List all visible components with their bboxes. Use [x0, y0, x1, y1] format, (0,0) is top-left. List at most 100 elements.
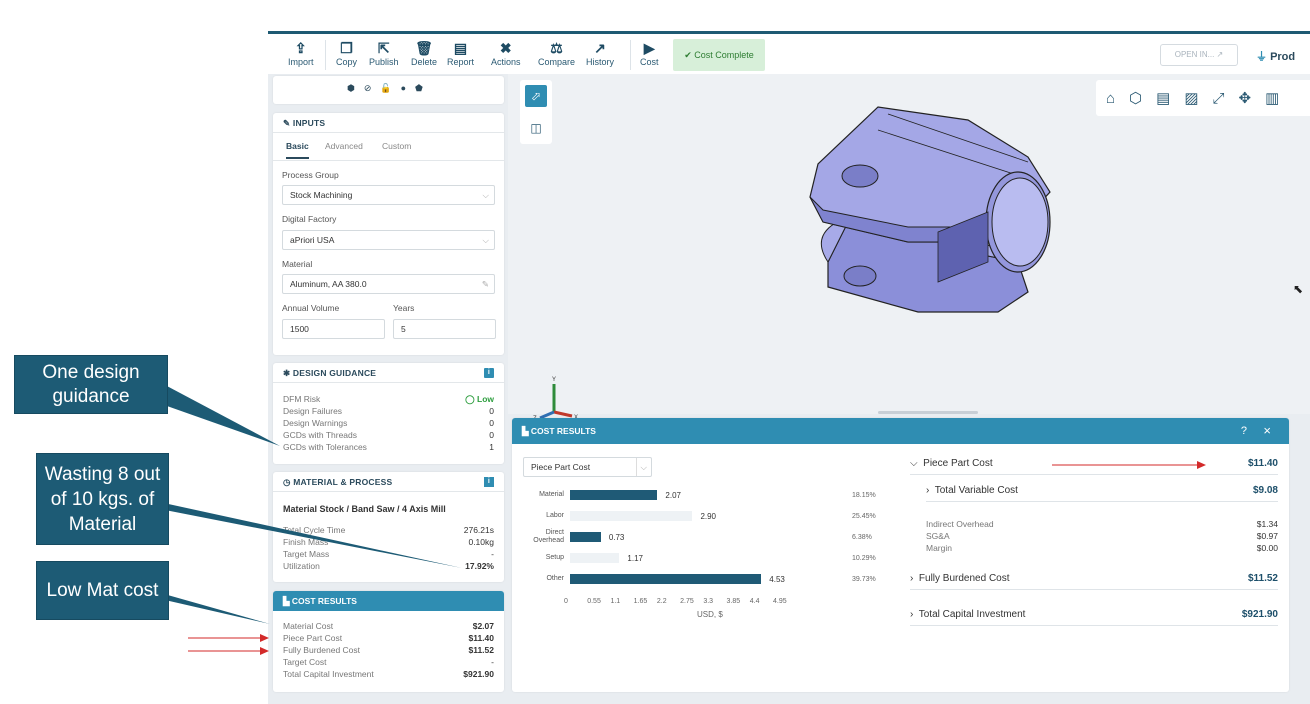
- resize-handle[interactable]: [878, 411, 978, 414]
- cost-type-select[interactable]: Piece Part Cost ⌵: [523, 457, 652, 477]
- annual-volume-input[interactable]: 1500: [282, 319, 385, 339]
- import-icon: ⇪: [294, 40, 307, 56]
- material-cost-row: Material Cost $2.07: [283, 621, 494, 631]
- cost-results-side-header: ▙ COST RESULTS: [273, 591, 504, 611]
- open-in-button[interactable]: OPEN IN... ↗: [1160, 44, 1238, 66]
- view-mode-icons[interactable]: ⬢⊘🔓●⬟: [347, 83, 432, 93]
- toolbar-cost-button[interactable]: ▶ Cost: [640, 40, 659, 72]
- view-toolbar: ⌂⬡▤▨⤢✥▥: [1096, 80, 1310, 116]
- x-tick-label: 2.75: [680, 598, 694, 605]
- svg-text:Y: Y: [552, 377, 556, 383]
- chevron-right-icon: ›: [910, 609, 914, 620]
- close-button[interactable]: ×: [1263, 423, 1271, 438]
- toolbar-separator: [630, 40, 631, 70]
- gcds-threads-row: GCDs with Threads 0: [283, 430, 494, 440]
- info-icon[interactable]: i: [484, 368, 494, 378]
- bar-material[interactable]: [570, 490, 658, 500]
- clock-icon: ◷: [283, 477, 291, 487]
- bar-category-label: Other: [546, 575, 564, 582]
- section-tool-icon[interactable]: ◫: [530, 121, 542, 135]
- bar-category-label: Setup: [545, 554, 564, 561]
- digital-factory-select[interactable]: aPriori USA ⌵: [282, 230, 495, 250]
- toolbar-label: Import: [288, 57, 314, 67]
- capital-investment-row[interactable]: › Total Capital Investment: [910, 609, 1026, 620]
- divider: [910, 625, 1278, 626]
- chevron-down-icon: ⌵: [482, 235, 489, 245]
- chevron-right-icon: ›: [926, 485, 930, 496]
- divider: [910, 474, 1278, 475]
- bar-value-label: 1.17: [627, 554, 643, 563]
- bar-setup[interactable]: [570, 553, 620, 563]
- utilization-row: Utilization 17.92%: [283, 561, 494, 571]
- part-model[interactable]: [788, 102, 1068, 327]
- fully-burdened-cost-row[interactable]: › Fully Burdened Cost: [910, 573, 1010, 584]
- user-menu[interactable]: ⏚ Prod: [1256, 51, 1296, 63]
- design-failures-row: Design Failures 0: [283, 406, 494, 416]
- pencil-icon[interactable]: ✎: [481, 279, 489, 289]
- bar-other[interactable]: [570, 574, 762, 584]
- indirect-overhead-label: Indirect Overhead: [926, 519, 994, 529]
- toolbar-delete-button[interactable]: 🗑 Delete: [411, 40, 437, 72]
- toolbar-copy-button[interactable]: ❐ Copy: [336, 40, 357, 72]
- toolbar-compare-button[interactable]: ⚖ Compare: [538, 40, 575, 72]
- x-tick-label: 1.65: [633, 598, 648, 605]
- bar-value-label: 2.90: [700, 512, 717, 521]
- design-guidance-header: ✱ DESIGN GUIDANCE i: [273, 363, 504, 383]
- toolbar-import-button[interactable]: ⇪ Import: [288, 40, 314, 72]
- toolbar-history-button[interactable]: ↗ History: [586, 40, 614, 72]
- margin-label: Margin: [926, 543, 952, 553]
- toolbar-label: Report: [447, 57, 475, 67]
- view-buttons[interactable]: ⌂⬡▤▨⤢✥▥: [1106, 90, 1294, 107]
- total-variable-cost-row[interactable]: › Total Variable Cost: [926, 485, 1018, 496]
- material-process-header: ◷ MATERIAL & PROCESS i: [273, 472, 504, 492]
- toolbar-actions-button[interactable]: ✖ Actions: [491, 40, 521, 72]
- target-cost-row: Target Cost -: [283, 657, 494, 667]
- x-tick-label: 0: [564, 598, 568, 605]
- tab-custom[interactable]: Custom: [382, 141, 412, 151]
- edit-icon: ✎: [283, 118, 291, 128]
- sga-value: $0.97: [1256, 531, 1278, 541]
- tab-advanced[interactable]: Advanced: [325, 141, 363, 151]
- bar-value-label: 2.07: [665, 491, 681, 500]
- model-viewer[interactable]: ⬀ ◫ ⌂⬡▤▨⤢✥▥ ⬉ Y X Z: [508, 74, 1310, 422]
- process-routing: Material Stock / Band Saw / 4 Axis Mill: [283, 504, 446, 514]
- toolbar-report-button[interactable]: ▤ Report: [447, 40, 474, 72]
- bar-percent-label: 18.15%: [852, 492, 876, 499]
- info-icon[interactable]: i: [484, 477, 494, 487]
- inputs-header: ✎ INPUTS: [273, 113, 504, 133]
- material-field[interactable]: Aluminum, AA 380.0 ✎: [282, 274, 495, 294]
- material-process-panel: ◷ MATERIAL & PROCESS i Material Stock / B…: [273, 472, 504, 582]
- select-tool-icon[interactable]: ⬀: [525, 85, 547, 107]
- help-button[interactable]: ?: [1240, 425, 1247, 437]
- red-arrow-icon: [1052, 461, 1206, 469]
- design-warnings-row: Design Warnings 0: [283, 418, 494, 428]
- cost-results-panel: ▙ COST RESULTS ? × Piece Part Cost ⌵ Mate…: [512, 418, 1289, 692]
- cost-results-side-panel: ▙ COST RESULTS Material Cost $2.07 Piece …: [273, 591, 504, 692]
- bar-percent-label: 39.73%: [852, 576, 876, 583]
- finish-mass-row: Finish Mass 0.10kg: [283, 537, 494, 547]
- cost-breakdown-chart: Material 2.07 18.15% Labor 2.90 25.45% Direct …: [512, 478, 892, 628]
- toolbar-publish-button[interactable]: ⇱ Publish: [369, 40, 399, 72]
- bar-percent-label: 25.45%: [852, 513, 876, 520]
- circle-icon: ◯: [465, 394, 475, 404]
- total-variable-cost-value: $9.08: [1252, 485, 1278, 496]
- margin-value: $0.00: [1256, 543, 1278, 553]
- tab-basic[interactable]: Basic: [286, 141, 309, 159]
- capital-investment-row: Total Capital Investment $921.90: [283, 669, 494, 679]
- process-group-select[interactable]: Stock Machining ⌵: [282, 185, 495, 205]
- bar-labor[interactable]: [570, 511, 693, 521]
- x-tick-label: 1.1: [610, 598, 621, 605]
- gcds-tolerances-row: GCDs with Tolerances 1: [283, 442, 494, 452]
- years-input[interactable]: 5: [393, 319, 496, 339]
- bar-direct-overhead[interactable]: [570, 532, 601, 542]
- toolbar-label: Compare: [538, 57, 576, 67]
- annotation-material-waste: Wasting 8 out of 10 kgs. of Material: [36, 453, 169, 545]
- piece-part-cost-row[interactable]: ⌵ Piece Part Cost: [910, 458, 993, 469]
- x-tick-label: 4.95: [773, 598, 787, 605]
- chevron-down-icon: ⌵: [635, 458, 647, 476]
- material-label: Material: [282, 259, 313, 269]
- annotation-design-guidance: One design guidance: [14, 355, 168, 414]
- bar-percent-label: 10.29%: [852, 555, 876, 562]
- chevron-down-icon: ⌵: [482, 190, 489, 200]
- inputs-panel: ✎ INPUTS Basic Advanced Custom Process G…: [273, 113, 504, 355]
